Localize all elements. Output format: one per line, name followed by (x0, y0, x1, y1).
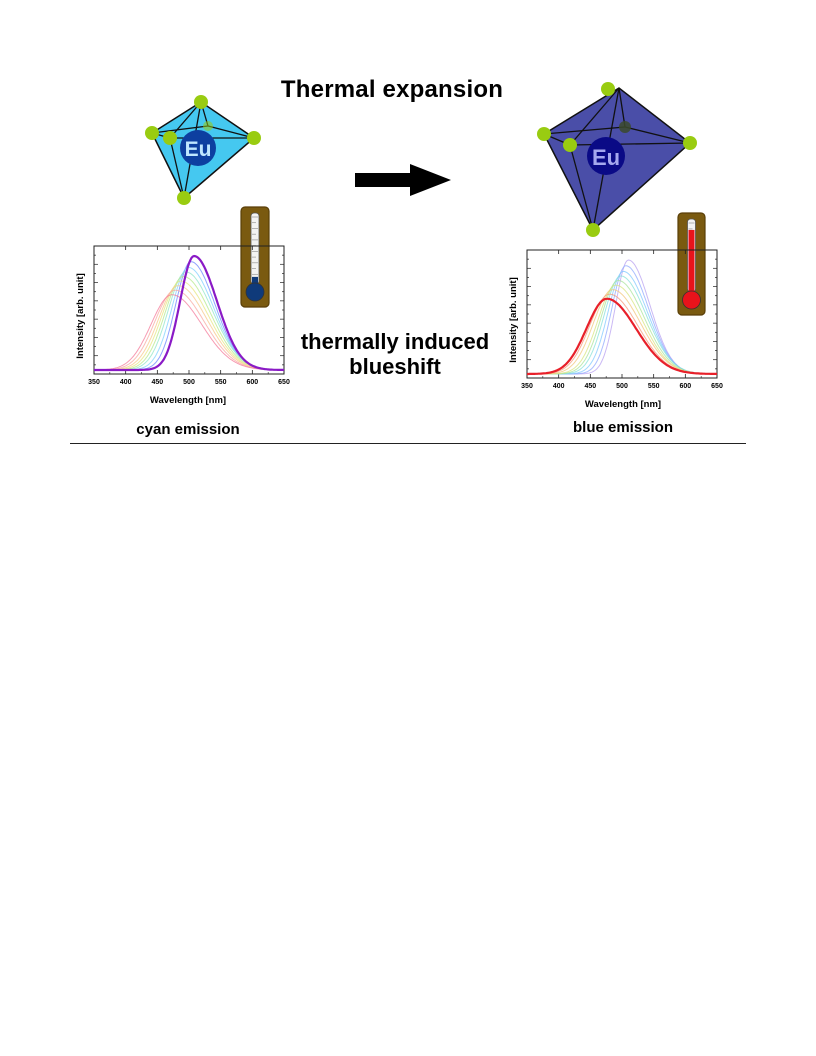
cold-thermometer-fill (252, 276, 258, 288)
process-label-line2: blueshift (349, 354, 441, 379)
figure-title: Thermal expansion (280, 76, 504, 103)
left-emission-curve (94, 266, 284, 371)
left-x-tick-label: 600 (246, 379, 258, 386)
left-x-tick-label: 350 (88, 379, 100, 386)
right-x-tick-label: 550 (648, 383, 660, 390)
right-x-tick-label: 600 (679, 383, 691, 390)
cold-thermometer-bulb (245, 282, 265, 302)
right-emission-curve (527, 284, 717, 375)
right-polyhedron-diagram: Eu (537, 82, 697, 237)
right-eu-label: Eu (592, 145, 620, 170)
left-x-tick-label: 400 (120, 379, 132, 386)
left-polyhedron-diagram: Eu (145, 95, 261, 205)
right-x-tick-label: 650 (711, 383, 723, 390)
left-x-tick-label: 550 (215, 379, 227, 386)
right-emission-curve (527, 297, 717, 376)
right-ligand-atoms (537, 82, 697, 237)
left-y-axis-label: Intensity [arb. unit] (75, 273, 86, 359)
right-emission-curve (527, 270, 717, 375)
transition-arrow (355, 164, 451, 196)
hot-thermometer-icon (677, 212, 706, 316)
hot-thermometer-fill (688, 229, 695, 296)
left-caption: cyan emission (136, 421, 240, 438)
left-emission-curve (94, 275, 284, 371)
right-emission-chart: Intensity [arb. unit] Wavelength [nm] 35… (508, 249, 723, 410)
left-eu-label: Eu (185, 138, 212, 161)
left-x-tick-label: 650 (278, 379, 290, 386)
right-x-tick-label: 450 (584, 383, 596, 390)
left-emission-curve (94, 254, 285, 372)
right-eu-ion (587, 137, 625, 175)
left-emission-chart: Intensity [arb. unit] Wavelength [nm] 35… (75, 245, 290, 406)
left-x-tick-label: 450 (151, 379, 163, 386)
process-label-line1: thermally induced (300, 329, 490, 354)
left-emission-curve (94, 289, 284, 371)
right-x-tick-label: 400 (553, 383, 565, 390)
right-emission-curve (527, 275, 717, 375)
left-x-axis-label: Wavelength [nm] (150, 395, 226, 406)
left-x-tick-label: 500 (183, 379, 195, 386)
right-x-tick-label: 350 (521, 383, 533, 390)
figure-divider (70, 443, 746, 444)
right-y-axis-label: Intensity [arb. unit] (508, 277, 519, 363)
left-emission-curve (94, 294, 284, 371)
left-ligand-atoms (145, 95, 261, 205)
process-label: thermally induced blueshift (282, 329, 508, 379)
cold-thermometer-icon (240, 206, 270, 308)
left-emission-curve (94, 280, 284, 371)
left-eu-ion (180, 130, 216, 166)
right-caption: blue emission (572, 419, 674, 436)
right-x-tick-label: 500 (616, 383, 628, 390)
right-emission-curve (527, 259, 717, 375)
right-x-axis-label: Wavelength [nm] (585, 399, 661, 410)
hot-thermometer-bulb (682, 290, 701, 310)
left-emission-curve (94, 271, 284, 371)
right-emission-curve (527, 293, 717, 375)
